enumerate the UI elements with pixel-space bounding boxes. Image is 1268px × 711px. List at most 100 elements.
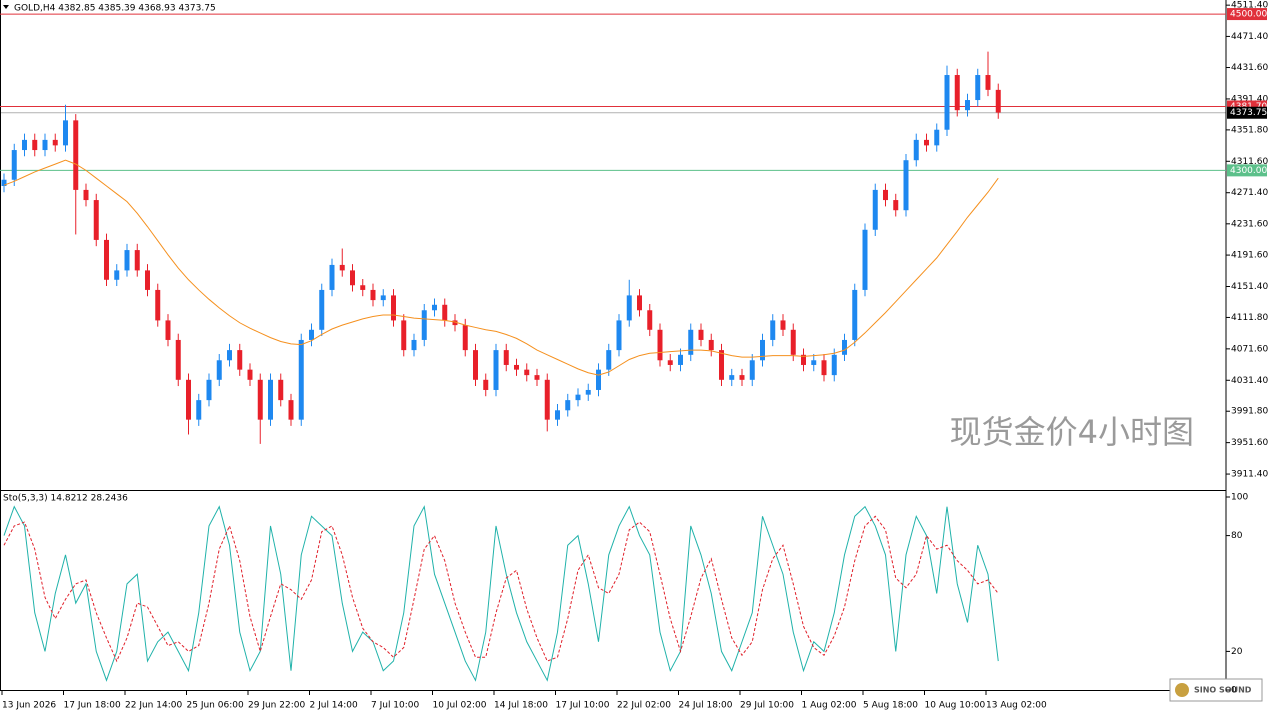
candle-body (975, 75, 981, 101)
x-tick-label: 5 Aug 18:00 (863, 701, 918, 711)
candle-body (452, 320, 458, 326)
candle-body (565, 400, 571, 411)
candle-body (104, 239, 109, 280)
candle-body (852, 289, 858, 340)
price-label-box (1227, 8, 1267, 21)
candle-body (432, 304, 437, 311)
candle-body (175, 339, 181, 380)
y-tick-label: 4351.80 (1231, 125, 1268, 135)
candle-body (298, 339, 304, 420)
candle-body (606, 350, 612, 370)
candle-body (288, 400, 294, 420)
candle-body (442, 304, 448, 321)
candle-body (667, 360, 673, 365)
candle-body (760, 339, 765, 361)
candle-body (237, 350, 243, 370)
candle-body (883, 189, 888, 201)
candle-body (503, 350, 509, 365)
y-tick-label: 4231.60 (1231, 219, 1268, 229)
candle-body (811, 360, 817, 365)
candle-body (954, 75, 960, 111)
y-tick-label: 4151.40 (1231, 282, 1268, 292)
x-tick-label: 2 Jul 14:00 (310, 701, 359, 711)
price-label: 4300.00 (1230, 166, 1267, 176)
candle-body (421, 310, 427, 340)
candle-body (688, 329, 694, 355)
candle-body (821, 360, 827, 376)
candle-body (965, 100, 970, 111)
candle-body (216, 360, 222, 380)
x-tick-label: 29 Jun 22:00 (248, 701, 305, 711)
x-tick-label: 7 Jul 10:00 (371, 701, 420, 711)
candle-body (32, 139, 38, 151)
candle-body (924, 139, 929, 146)
y-tick-label: 20 (1231, 647, 1243, 657)
price-label-box (1227, 164, 1267, 177)
candle-body (524, 369, 530, 376)
candle-body (893, 200, 899, 211)
y-tick-label: 4271.40 (1231, 188, 1268, 198)
x-tick-label: 1 Aug 02:00 (802, 701, 857, 711)
y-tick-label: 80 (1231, 531, 1243, 541)
logo-box (1169, 678, 1263, 702)
candle-body (391, 295, 396, 321)
candle-body (1, 179, 7, 186)
y-tick-label: 4111.80 (1231, 313, 1268, 323)
y-tick-label: 4511.40 (1231, 1, 1268, 11)
candle-body (780, 320, 786, 330)
candle-body (544, 379, 550, 420)
y-tick-label: 4071.60 (1231, 344, 1268, 354)
candle-body (350, 270, 355, 286)
candle-body (319, 289, 325, 330)
x-tick-label: 13 Jun 2026 (2, 701, 56, 711)
candle-body (257, 379, 263, 420)
candle-body (411, 339, 417, 351)
candle-body (934, 129, 940, 146)
candle-body (575, 394, 581, 401)
candle-body (913, 139, 919, 161)
candle-body (790, 329, 796, 355)
candle-body (339, 264, 345, 271)
candle-body (247, 369, 253, 380)
candle-body (196, 400, 202, 420)
candle-body (729, 375, 735, 380)
candle-body (134, 250, 140, 271)
candle-body (903, 160, 909, 211)
candle-body (483, 379, 489, 390)
candle-body (473, 350, 478, 380)
candle-body (206, 379, 212, 401)
candle-body (42, 139, 48, 151)
y-tick-label: 3991.80 (1231, 407, 1268, 417)
y-tick-label: 4391.40 (1231, 94, 1268, 104)
candle-body (842, 339, 847, 355)
candle-body (514, 364, 519, 370)
candle-body (309, 329, 314, 340)
candle-body (52, 139, 58, 146)
stochastic-line (3, 505, 999, 682)
candle-body (165, 320, 171, 340)
y-tick-label: 4191.60 (1231, 251, 1268, 261)
candle-body (995, 89, 1001, 113)
candle-body (637, 295, 642, 311)
candle-body (616, 320, 622, 351)
candle-body (862, 229, 868, 290)
candle-body (155, 289, 161, 321)
y-tick-label: 4471.40 (1231, 32, 1268, 42)
x-tick-label: 22 Jun 14:00 (125, 701, 182, 711)
candle-body (770, 320, 776, 340)
candle-body (22, 139, 27, 151)
price-label-box (1227, 106, 1267, 119)
x-tick-label: 29 Jul 10:00 (740, 701, 794, 711)
x-tick-label: 14 Jul 18:00 (494, 701, 548, 711)
candle-body (534, 375, 540, 380)
menu-arrow (3, 5, 9, 9)
candle-body (401, 320, 407, 351)
candle-body (719, 350, 724, 380)
y-tick-label: 4311.60 (1231, 157, 1268, 167)
y-tick-label: 4031.40 (1231, 376, 1268, 386)
watermark: 现货金价4小时图 (950, 413, 1194, 451)
candle-body (73, 120, 79, 190)
x-tick-label: 10 Jul 02:00 (433, 701, 487, 711)
